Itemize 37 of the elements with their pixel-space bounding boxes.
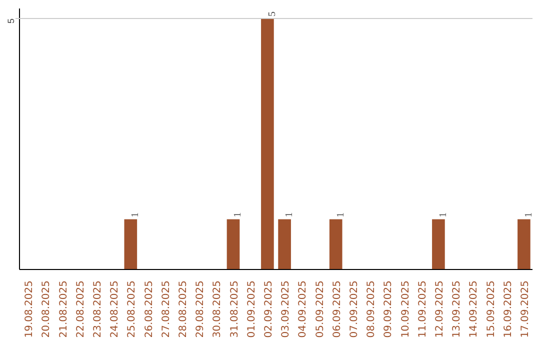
- x-tick-label: 27.08.2025: [160, 280, 172, 338]
- x-tick-label: 24.08.2025: [110, 280, 121, 338]
- x-tick-label: 01.09.2025: [246, 280, 258, 338]
- data-label: 1: [130, 212, 142, 218]
- x-tick-label: 23.08.2025: [92, 280, 104, 338]
- x-tick-label: 26.08.2025: [144, 280, 155, 338]
- x-tick-label: 12.09.2025: [434, 280, 446, 338]
- data-label: 1: [232, 212, 244, 218]
- x-tick-label: 03.09.2025: [280, 280, 292, 338]
- data-label: 1: [438, 212, 449, 218]
- x-tick-label: 16.09.2025: [502, 280, 514, 338]
- x-tick-label: 31.08.2025: [229, 280, 240, 338]
- data-label: 1: [335, 212, 346, 218]
- x-tick-label: 07.09.2025: [348, 280, 360, 338]
- data-label: 1: [523, 212, 534, 218]
- x-tick-label: 09.09.2025: [383, 280, 394, 338]
- x-tick-label: 21.08.2025: [58, 280, 70, 338]
- x-tick-label: 17.09.2025: [520, 280, 531, 338]
- x-tick-label: 30.08.2025: [212, 280, 224, 338]
- data-label: 1: [284, 212, 296, 218]
- x-tick-label: 29.08.2025: [195, 280, 206, 338]
- x-tick-label: 15.09.2025: [486, 280, 497, 338]
- x-tick-label: 05.09.2025: [314, 280, 326, 338]
- x-tick-label: 25.08.2025: [126, 280, 138, 338]
- x-tick-label: 13.09.2025: [452, 280, 463, 338]
- x-tick-label: 02.09.2025: [263, 280, 274, 338]
- x-tick-label: 20.08.2025: [41, 280, 52, 338]
- data-label: 5: [266, 12, 278, 17]
- x-tick-label: 06.09.2025: [332, 280, 343, 338]
- x-tick-label: 19.08.2025: [24, 280, 36, 338]
- x-tick-label: 04.09.2025: [298, 280, 309, 338]
- x-tick-label: 11.09.2025: [417, 280, 428, 338]
- x-tick-label: 10.09.2025: [400, 280, 412, 338]
- x-tick-label: 22.08.2025: [75, 280, 86, 338]
- x-tick-label: 14.09.2025: [468, 280, 480, 338]
- x-tick-label: 28.08.2025: [178, 280, 189, 338]
- x-tick-label: 08.09.2025: [366, 280, 378, 338]
